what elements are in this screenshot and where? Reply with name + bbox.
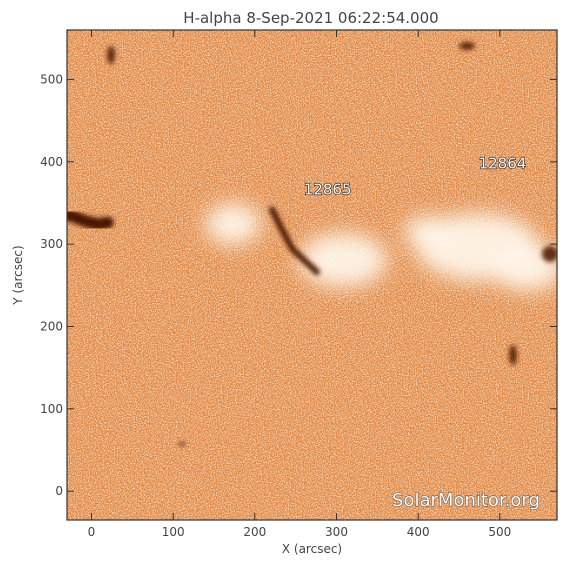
y-axis-ticks — [67, 78, 557, 492]
x-axis-tick-label: 400 — [407, 525, 430, 539]
active-region-label: 12865 — [304, 181, 352, 199]
dark-feature — [509, 345, 517, 365]
solarmonitor-watermark: SolarMonitor.org — [392, 490, 540, 511]
dark-feature — [459, 42, 475, 50]
plage-brightening — [205, 203, 261, 245]
x-axis-tick-label: 0 — [88, 525, 96, 539]
y-axis-tick-label: 400 — [40, 155, 63, 169]
dark-features — [107, 42, 557, 446]
active-region-brightenings — [205, 203, 557, 291]
x-axis-tick-label: 500 — [488, 525, 511, 539]
plot-frame — [66, 29, 558, 521]
x-axis-tick-label: 300 — [325, 525, 348, 539]
plage-brightening — [493, 245, 557, 291]
h-alpha-image: 12865 12864 SolarMonitor.org — [67, 30, 557, 520]
plage-brightening — [404, 216, 452, 248]
x-axis-tick-label: 200 — [243, 525, 266, 539]
y-axis-tick-labels: 0 100 200 300 400 500 — [40, 72, 63, 498]
filament — [269, 206, 320, 276]
dark-feature — [179, 442, 185, 446]
limb-filament — [67, 209, 114, 231]
x-axis-title: X (arcsec) — [282, 542, 342, 556]
y-axis-tick-label: 200 — [40, 320, 63, 334]
dark-feature — [542, 246, 557, 262]
y-axis-tick-label: 500 — [40, 72, 63, 86]
x-axis-tick-labels: 0 100 200 300 400 500 — [88, 525, 512, 539]
x-axis-ticks — [91, 30, 501, 520]
y-axis-tick-label: 0 — [55, 484, 63, 498]
y-axis-title: Y (arcsec) — [11, 245, 25, 305]
y-axis-tick-label: 300 — [40, 237, 63, 251]
image-title: H-alpha 8-Sep-2021 06:22:54.000 — [183, 9, 438, 27]
active-region-label: 12864 — [479, 154, 527, 172]
y-axis-tick-label: 100 — [40, 402, 63, 416]
plage-brightening — [299, 233, 387, 287]
dark-feature — [107, 46, 115, 64]
x-axis-tick-label: 100 — [162, 525, 185, 539]
